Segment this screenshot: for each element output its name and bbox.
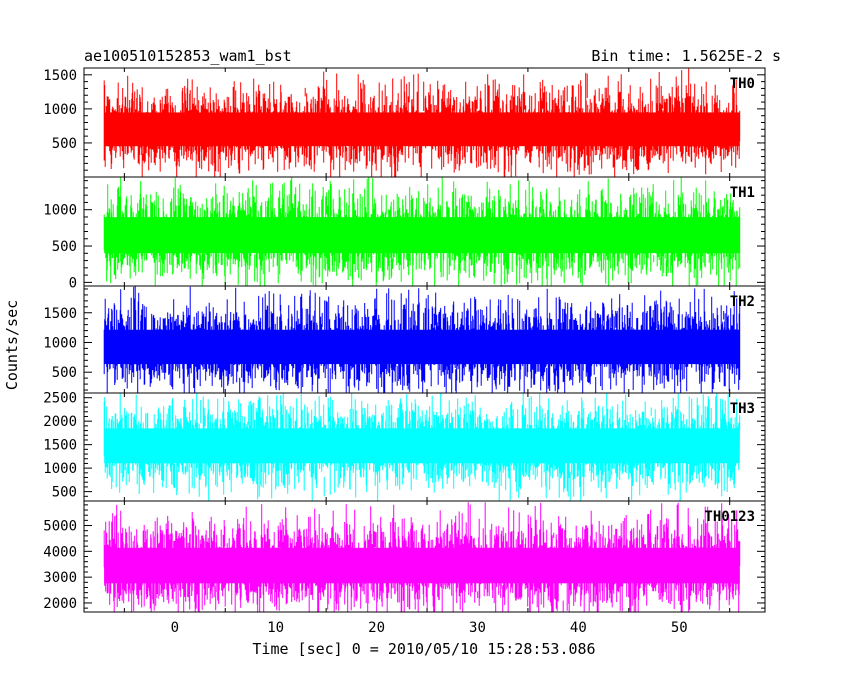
y-tick-label: 1000 (43, 203, 77, 219)
x-tick-label: 50 (671, 620, 688, 636)
y-tick-label: 5000 (43, 519, 77, 535)
y-tick-label: 2500 (43, 391, 77, 407)
series-core-th0123 (104, 547, 740, 584)
y-tick-label: 1500 (43, 306, 77, 322)
panels: 50010001500TH005001000TH150010001500TH25… (43, 67, 766, 613)
panel-th1: 0 500 1000 TH1 (43, 176, 766, 291)
x-axis-label: Time [sec] 0 = 2010/05/10 15:28:53.086 (252, 640, 595, 658)
y-tick-label: 2000 (43, 414, 77, 430)
x-tick-labels: 0 10 20 30 40 50 (171, 620, 688, 636)
y-tick-label: 500 (52, 136, 77, 152)
series-core-th0 (104, 112, 740, 147)
y-tick-label: 1500 (43, 438, 77, 454)
y-tick-label: 500 (52, 239, 77, 255)
y-tick-label: 1000 (43, 335, 77, 351)
panel-label-th0: TH0 (730, 76, 755, 92)
panel-th0123: 2000 3000 4000 5000 TH0123 (43, 500, 766, 613)
y-tick-label: 500 (52, 485, 77, 501)
chart-title: ae100510152853_wam1_bst (84, 47, 292, 65)
bin-time-label: Bin time: 1.5625E-2 s (591, 47, 781, 65)
panel-label-th2: TH2 (730, 294, 755, 310)
x-tick-label: 30 (469, 620, 486, 636)
series-core-th2 (104, 329, 740, 365)
y-tick-label: 2000 (43, 596, 77, 612)
panel-label-th3: TH3 (730, 401, 755, 417)
x-tick-label: 40 (570, 620, 587, 636)
y-tick-label: 500 (52, 365, 77, 381)
x-tick-label: 10 (267, 620, 284, 636)
series-core-th1 (104, 217, 740, 254)
y-tick-label: 1000 (43, 461, 77, 477)
y-tick-label: 3000 (43, 570, 77, 586)
panel-th3: 500 1000 1500 2000 2500 TH3 (43, 391, 766, 502)
x-tick-label: 20 (368, 620, 385, 636)
panel-label-th0123: TH0123 (704, 509, 755, 525)
y-tick-label: 4000 (43, 544, 77, 560)
y-tick-label: 0 (69, 275, 77, 291)
panel-th0: 500 1000 1500 TH0 (43, 67, 766, 178)
panel-label-th1: TH1 (730, 185, 755, 201)
series-core-th3 (104, 428, 740, 464)
panel-th2: 500 1000 1500 TH2 (43, 285, 766, 394)
y-axis-label: Counts/sec (3, 300, 21, 390)
y-tick-label: 1500 (43, 68, 77, 84)
x-tick-label: 0 (171, 620, 179, 636)
y-tick-label: 1000 (43, 102, 77, 118)
